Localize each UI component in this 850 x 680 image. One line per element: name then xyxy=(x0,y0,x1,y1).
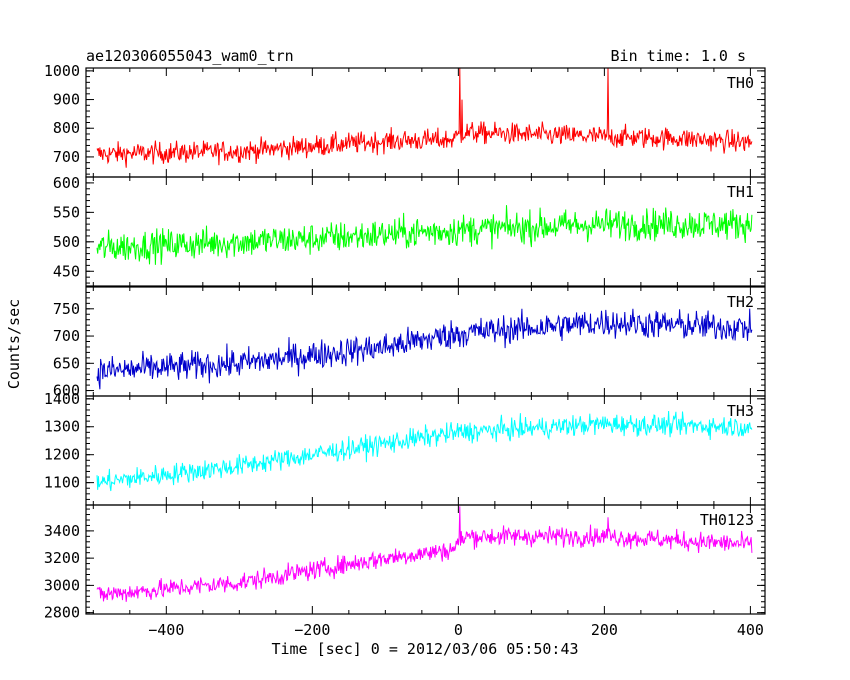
panel-frame xyxy=(85,176,766,287)
y-tick-label: 550 xyxy=(53,203,80,221)
x-tick-label: 0 xyxy=(454,621,463,639)
bin-time-label: Bin time: 1.0 s xyxy=(611,47,746,65)
y-tick-label: 600 xyxy=(53,382,80,400)
x-tick-label: 200 xyxy=(591,621,618,639)
y-tick-label: 2800 xyxy=(44,604,80,622)
y-tick-label: 700 xyxy=(53,327,80,345)
x-axis-label: Time [sec] 0 = 2012/03/06 05:50:43 xyxy=(271,640,578,658)
y-tick-label: 3400 xyxy=(44,522,80,540)
x-tick-label: −400 xyxy=(148,621,184,639)
series-line-th0123 xyxy=(96,506,753,602)
y-tick-label: 500 xyxy=(53,233,80,251)
panel-th0123: 2800 3000 3200 3400 TH0123 xyxy=(44,504,766,622)
y-tick-label: 800 xyxy=(53,119,80,137)
x-tick-label: −200 xyxy=(294,621,330,639)
y-tick-label: 600 xyxy=(53,174,80,192)
panel-name-label: TH3 xyxy=(727,402,754,420)
panel-th3: 1100 1200 1300 1400 TH3 xyxy=(44,390,766,506)
chart-title: ae120306055043_wam0_trn xyxy=(86,47,294,65)
panel-th1: 450 500 550 600 TH1 xyxy=(53,174,766,287)
series-line-th3 xyxy=(96,410,753,492)
x-tick-label: 400 xyxy=(737,621,764,639)
y-axis-label: Counts/sec xyxy=(5,299,23,389)
series-line-th1 xyxy=(96,205,753,265)
series-line-th2 xyxy=(96,308,753,390)
panel-frame xyxy=(85,504,766,615)
panel-name-label: TH0123 xyxy=(700,511,754,529)
y-tick-label: 900 xyxy=(53,91,80,109)
y-tick-label: 700 xyxy=(53,148,80,166)
y-tick-label: 3200 xyxy=(44,549,80,567)
y-tick-label: 1300 xyxy=(44,418,80,436)
y-tick-label: 1100 xyxy=(44,474,80,492)
panel-name-label: TH1 xyxy=(727,183,754,201)
y-tick-label: 650 xyxy=(53,354,80,372)
panel-frame xyxy=(85,395,766,506)
y-tick-label: 3000 xyxy=(44,576,80,594)
panels-group: 700 800 900 1000 TH0 450 500 550 600 TH1 600 650 700… xyxy=(44,62,766,639)
series-line-th0 xyxy=(96,68,753,168)
panel-frame xyxy=(85,67,766,178)
panel-frame xyxy=(85,286,766,397)
panel-name-label: TH2 xyxy=(727,293,754,311)
y-tick-label: 1000 xyxy=(44,62,80,80)
panel-name-label: TH0 xyxy=(727,74,754,92)
panel-th0: 700 800 900 1000 TH0 xyxy=(44,62,766,178)
y-tick-label: 750 xyxy=(53,300,80,318)
y-tick-label: 450 xyxy=(53,262,80,280)
y-tick-label: 1400 xyxy=(44,390,80,408)
panel-th2: 600 650 700 750 TH2 xyxy=(53,286,766,400)
y-tick-label: 1200 xyxy=(44,446,80,464)
